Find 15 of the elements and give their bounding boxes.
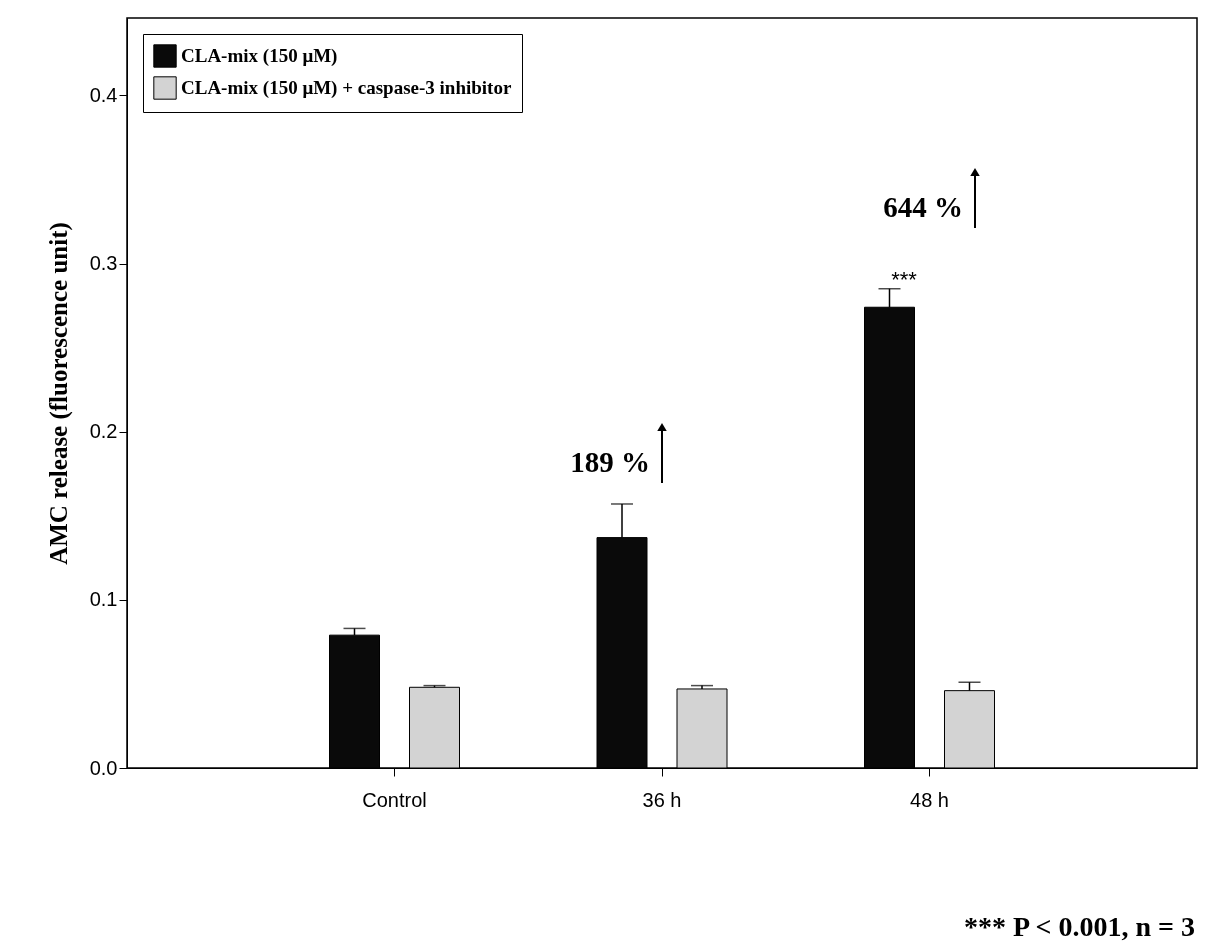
y-tick-label: 0.0: [89, 756, 118, 779]
y-tick-label: 0.1: [89, 588, 118, 611]
x-tick-label: 36 h: [642, 788, 682, 811]
annotation: 644 %: [883, 191, 963, 223]
legend-label: CLA-mix (150 μM): [181, 45, 338, 67]
y-tick-label: 0.2: [89, 420, 118, 443]
y-tick-label: 0.4: [89, 83, 118, 106]
annotation: ***: [891, 267, 918, 292]
legend-label: CLA-mix (150 μM) + caspase-3 inhibitor: [181, 77, 512, 99]
y-axis-title: AMC release (fluorescence unit): [44, 222, 73, 565]
y-tick-label: 0.3: [89, 252, 118, 275]
x-tick-label: Control: [362, 788, 427, 811]
text: *** P < 0.001, n = 3: [963, 911, 1195, 942]
annotation: 189 %: [570, 446, 650, 478]
x-tick-label: 48 h: [910, 788, 949, 811]
